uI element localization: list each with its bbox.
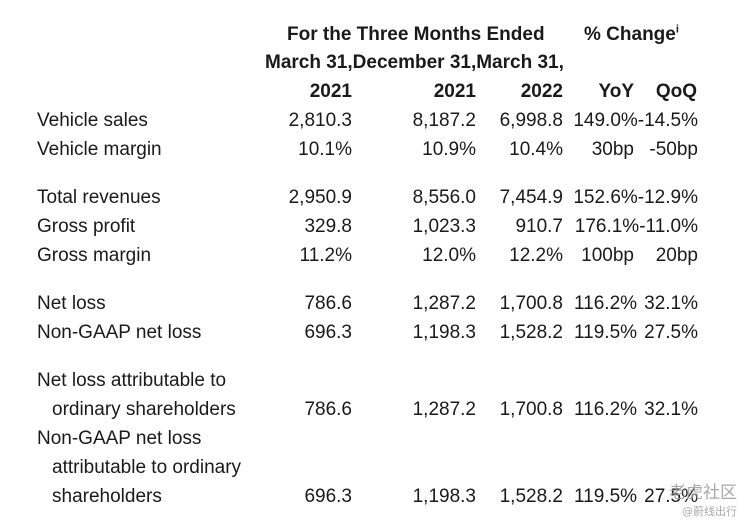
row-yoy: 116.2%	[574, 293, 638, 314]
row-value-mar2021: 329.8	[304, 216, 352, 237]
row-yoy: 116.2%	[574, 399, 638, 420]
row-yoy: 100bp	[581, 245, 634, 266]
watermark-main: 老虎社区	[669, 483, 737, 503]
header-change-note: i	[675, 23, 679, 36]
row-value-mar2021: 786.6	[304, 399, 352, 420]
row-qoq: 20bp	[655, 245, 698, 266]
row-value-mar2022: 1,700.8	[499, 399, 563, 420]
row-yoy: 119.5%	[574, 322, 638, 343]
row-value-dec2021: 10.9%	[422, 139, 476, 160]
row-label: Gross margin	[37, 245, 152, 266]
row-qoq: 32.1%	[644, 293, 698, 314]
row-value-mar2021: 786.6	[304, 293, 352, 314]
row-yoy: 30bp	[591, 139, 634, 160]
row-value-mar2021: 11.2%	[299, 245, 352, 266]
row-label-line: shareholders	[52, 486, 162, 507]
header-change: % Changei	[584, 23, 679, 47]
row-value-mar2022: 6,998.8	[499, 110, 563, 131]
row-value-dec2021: 1,287.2	[412, 399, 476, 420]
row-change: 149.0%-14.5%	[573, 110, 698, 131]
row-label-line: Net loss attributable to	[37, 370, 227, 391]
row-label: Total revenues	[37, 187, 161, 208]
row-value-dec2021: 1,023.3	[412, 216, 476, 237]
row-value-mar2021: 2,810.3	[288, 110, 352, 131]
row-value-dec2021: 1,198.3	[412, 322, 476, 343]
row-value-dec2021: 8,187.2	[412, 110, 476, 131]
watermark-sub: @蔚线出行	[682, 505, 737, 518]
row-qoq: -50bp	[649, 139, 698, 160]
row-label: Vehicle sales	[37, 110, 148, 131]
row-value-mar2022: 910.7	[515, 216, 563, 237]
row-value-mar2022: 10.4%	[509, 139, 563, 160]
row-value-mar2021: 2,950.9	[288, 187, 352, 208]
row-value-mar2022: 1,528.2	[499, 322, 563, 343]
row-value-dec2021: 12.0%	[422, 245, 476, 266]
row-value-dec2021: 1,287.2	[412, 293, 476, 314]
row-value-mar2021: 696.3	[304, 486, 352, 507]
row-label: Non-GAAP net loss	[37, 322, 202, 343]
row-yoy: 119.5%	[574, 486, 638, 507]
row-label: Vehicle margin	[37, 139, 162, 160]
row-value-mar2021: 696.3	[304, 322, 352, 343]
row-value-dec2021: 8,556.0	[412, 187, 476, 208]
header-year-1: 2021	[309, 81, 352, 102]
header-year-3: 2022	[520, 81, 563, 102]
header-change-label: % Change	[584, 24, 676, 45]
row-value-mar2022: 1,528.2	[499, 486, 563, 507]
row-label-line: ordinary shareholders	[52, 399, 236, 420]
header-period: For the Three Months Ended	[287, 24, 545, 45]
row-label-line: Non-GAAP net loss	[37, 428, 202, 449]
row-value-mar2022: 1,700.8	[499, 293, 563, 314]
row-change: 152.6%-12.9%	[573, 187, 698, 208]
row-qoq: 27.5%	[644, 486, 698, 507]
row-label: Net loss	[37, 293, 106, 314]
header-dates: March 31,December 31,March 31,	[265, 52, 564, 73]
watermark: 老虎社区 @蔚线出行	[669, 478, 737, 519]
row-label: Gross profit	[37, 216, 136, 237]
row-value-mar2022: 12.2%	[509, 245, 563, 266]
row-qoq: 32.1%	[644, 399, 698, 420]
row-value-dec2021: 1,198.3	[412, 486, 476, 507]
row-value-mar2021: 10.1%	[298, 139, 352, 160]
row-change: 176.1%-11.0%	[574, 216, 698, 237]
header-qoq: QoQ	[655, 81, 697, 102]
row-qoq: 27.5%	[644, 322, 698, 343]
header-year-2: 2021	[433, 81, 476, 102]
header-yoy: YoY	[598, 81, 634, 102]
row-label-line: attributable to ordinary	[52, 457, 242, 478]
row-value-mar2022: 7,454.9	[499, 187, 563, 208]
